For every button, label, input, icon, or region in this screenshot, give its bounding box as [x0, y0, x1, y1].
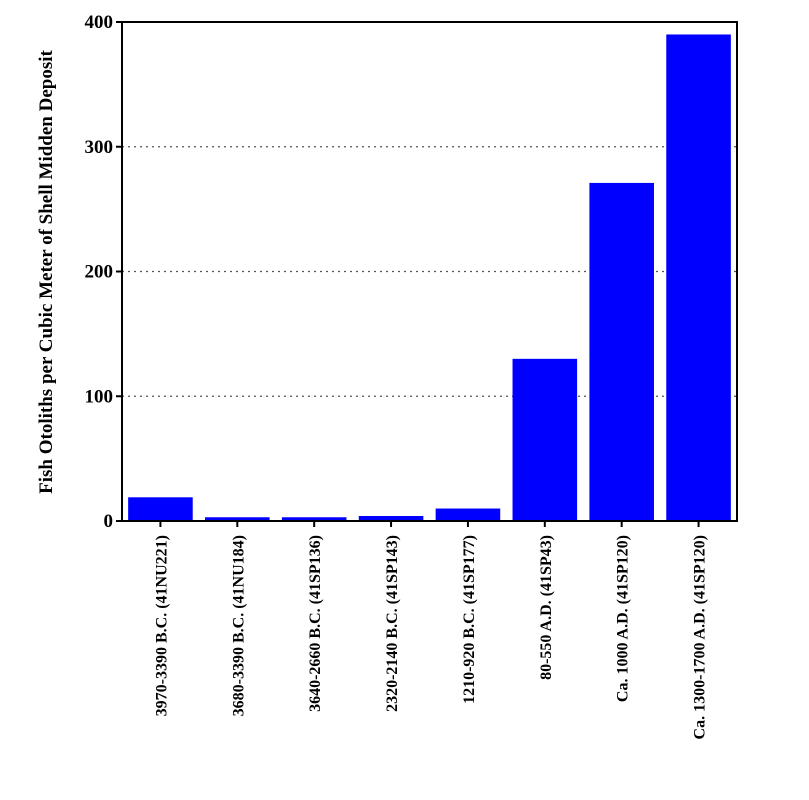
gridlines [122, 146, 737, 397]
bar [281, 517, 347, 521]
bar [358, 516, 424, 521]
x-tick-label: 2320-2140 B.C. (41SP143) [384, 535, 401, 712]
x-tick-label: 3680-3390 B.C. (41NU184) [230, 535, 247, 716]
bar [128, 497, 193, 521]
y-axis-title: Fish Otoliths per Cubic Meter of Shell M… [36, 49, 57, 493]
bar [589, 182, 654, 522]
bars [128, 34, 731, 522]
bar [666, 34, 731, 521]
x-axis-ticks: 3970-3390 B.C. (41NU221) 3680-3390 B.C. (… [153, 521, 709, 739]
x-tick-label: Ca. 1000 A.D. (41SP120) [615, 535, 632, 702]
bar [435, 508, 501, 521]
x-tick-label: Ca. 1300-1700 A.D. (41SP120) [692, 535, 709, 739]
y-tick-label: 300 [85, 137, 114, 158]
bar [512, 358, 578, 521]
y-tick-label: 400 [85, 12, 114, 33]
x-tick-label: 80-550 A.D. (41SP43) [538, 535, 555, 680]
x-tick-label: 3970-3390 B.C. (41NU221) [153, 535, 170, 716]
x-tick-label: 3640-2660 B.C. (41SP136) [307, 535, 324, 712]
y-tick-label: 0 [104, 511, 114, 532]
bar [205, 517, 270, 521]
y-tick-label: 200 [85, 262, 114, 283]
y-tick-label: 100 [85, 386, 114, 407]
y-axis-ticks: 0 100 200 300 400 [85, 12, 122, 532]
x-tick-label: 1210-920 B.C. (41SP177) [461, 535, 478, 704]
